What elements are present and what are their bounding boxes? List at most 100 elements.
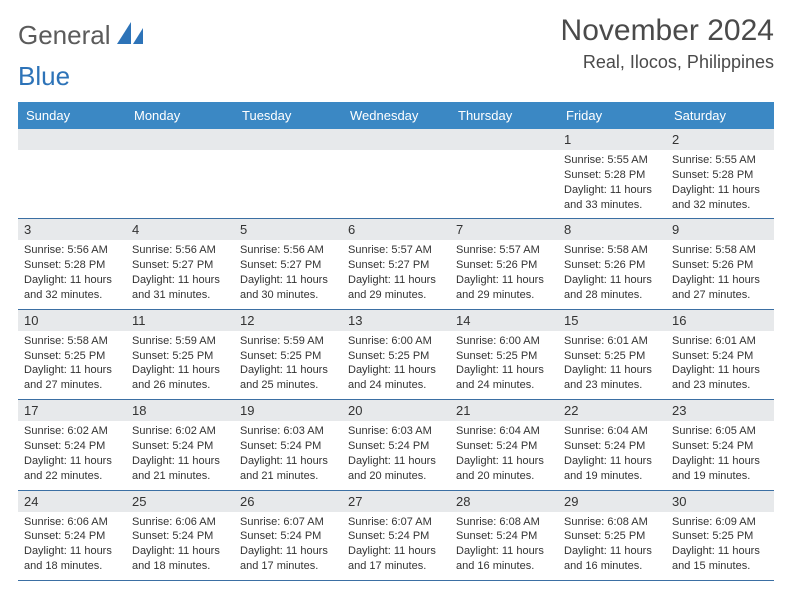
- location-subtitle: Real, Ilocos, Philippines: [561, 52, 774, 73]
- sunset-text: Sunset: 5:24 PM: [348, 529, 444, 544]
- sunrise-text: Sunrise: 6:07 AM: [240, 515, 336, 530]
- sunrise-text: Sunrise: 6:06 AM: [132, 515, 228, 530]
- day-number: 16: [666, 310, 774, 331]
- sunrise-text: Sunrise: 6:03 AM: [348, 424, 444, 439]
- day-number: 4: [126, 219, 234, 240]
- daylight-text: Daylight: 11 hours and 20 minutes.: [348, 454, 444, 484]
- sunset-text: Sunset: 5:24 PM: [240, 439, 336, 454]
- day-body: Sunrise: 5:58 AMSunset: 5:25 PMDaylight:…: [18, 331, 126, 399]
- day-number: 29: [558, 491, 666, 512]
- day-body: Sunrise: 6:07 AMSunset: 5:24 PMDaylight:…: [342, 512, 450, 580]
- sunset-text: Sunset: 5:25 PM: [240, 349, 336, 364]
- day-cell: [342, 129, 450, 219]
- day-number: [450, 129, 558, 150]
- daylight-text: Daylight: 11 hours and 24 minutes.: [348, 363, 444, 393]
- daylight-text: Daylight: 11 hours and 16 minutes.: [564, 544, 660, 574]
- day-cell: 26Sunrise: 6:07 AMSunset: 5:24 PMDayligh…: [234, 490, 342, 580]
- sunset-text: Sunset: 5:24 PM: [24, 529, 120, 544]
- daylight-text: Daylight: 11 hours and 18 minutes.: [132, 544, 228, 574]
- sunrise-text: Sunrise: 5:56 AM: [132, 243, 228, 258]
- day-number: 26: [234, 491, 342, 512]
- day-body: Sunrise: 5:55 AMSunset: 5:28 PMDaylight:…: [558, 150, 666, 218]
- sunset-text: Sunset: 5:24 PM: [240, 529, 336, 544]
- sunset-text: Sunset: 5:27 PM: [240, 258, 336, 273]
- dow-saturday: Saturday: [666, 102, 774, 129]
- day-body: Sunrise: 6:03 AMSunset: 5:24 PMDaylight:…: [342, 421, 450, 489]
- day-number: [18, 129, 126, 150]
- sunset-text: Sunset: 5:27 PM: [132, 258, 228, 273]
- sunrise-text: Sunrise: 6:03 AM: [240, 424, 336, 439]
- day-body: Sunrise: 6:09 AMSunset: 5:25 PMDaylight:…: [666, 512, 774, 580]
- day-number: 3: [18, 219, 126, 240]
- day-cell: 23Sunrise: 6:05 AMSunset: 5:24 PMDayligh…: [666, 400, 774, 490]
- calendar-week-row: 1Sunrise: 5:55 AMSunset: 5:28 PMDaylight…: [18, 129, 774, 219]
- sunset-text: Sunset: 5:25 PM: [564, 349, 660, 364]
- dow-thursday: Thursday: [450, 102, 558, 129]
- sunrise-text: Sunrise: 5:55 AM: [564, 153, 660, 168]
- day-number: 27: [342, 491, 450, 512]
- day-number: [234, 129, 342, 150]
- day-number: 8: [558, 219, 666, 240]
- day-cell: 30Sunrise: 6:09 AMSunset: 5:25 PMDayligh…: [666, 490, 774, 580]
- month-year-title: November 2024: [561, 14, 774, 48]
- sunrise-text: Sunrise: 5:56 AM: [240, 243, 336, 258]
- day-body: [342, 150, 450, 210]
- day-cell: 9Sunrise: 5:58 AMSunset: 5:26 PMDaylight…: [666, 219, 774, 309]
- daylight-text: Daylight: 11 hours and 30 minutes.: [240, 273, 336, 303]
- day-number: 22: [558, 400, 666, 421]
- day-body: Sunrise: 6:06 AMSunset: 5:24 PMDaylight:…: [18, 512, 126, 580]
- day-number: 24: [18, 491, 126, 512]
- day-number: 28: [450, 491, 558, 512]
- day-body: Sunrise: 6:07 AMSunset: 5:24 PMDaylight:…: [234, 512, 342, 580]
- day-cell: 14Sunrise: 6:00 AMSunset: 5:25 PMDayligh…: [450, 309, 558, 399]
- daylight-text: Daylight: 11 hours and 22 minutes.: [24, 454, 120, 484]
- day-number: 23: [666, 400, 774, 421]
- day-number: 11: [126, 310, 234, 331]
- day-body: Sunrise: 5:58 AMSunset: 5:26 PMDaylight:…: [666, 240, 774, 308]
- sunset-text: Sunset: 5:28 PM: [564, 168, 660, 183]
- sunrise-text: Sunrise: 6:04 AM: [564, 424, 660, 439]
- day-cell: 12Sunrise: 5:59 AMSunset: 5:25 PMDayligh…: [234, 309, 342, 399]
- brand-logo: General: [18, 14, 145, 51]
- daylight-text: Daylight: 11 hours and 23 minutes.: [672, 363, 768, 393]
- sunset-text: Sunset: 5:24 PM: [132, 529, 228, 544]
- day-body: Sunrise: 5:56 AMSunset: 5:27 PMDaylight:…: [234, 240, 342, 308]
- day-cell: [234, 129, 342, 219]
- sunrise-text: Sunrise: 5:56 AM: [24, 243, 120, 258]
- calendar-table: Sunday Monday Tuesday Wednesday Thursday…: [18, 102, 774, 581]
- sunrise-text: Sunrise: 6:01 AM: [564, 334, 660, 349]
- sunset-text: Sunset: 5:24 PM: [132, 439, 228, 454]
- daylight-text: Daylight: 11 hours and 19 minutes.: [564, 454, 660, 484]
- sunset-text: Sunset: 5:24 PM: [348, 439, 444, 454]
- day-cell: [126, 129, 234, 219]
- daylight-text: Daylight: 11 hours and 29 minutes.: [456, 273, 552, 303]
- day-body: Sunrise: 6:04 AMSunset: 5:24 PMDaylight:…: [450, 421, 558, 489]
- day-body: Sunrise: 5:59 AMSunset: 5:25 PMDaylight:…: [126, 331, 234, 399]
- sunrise-text: Sunrise: 6:08 AM: [456, 515, 552, 530]
- calendar-week-row: 24Sunrise: 6:06 AMSunset: 5:24 PMDayligh…: [18, 490, 774, 580]
- day-body: Sunrise: 5:59 AMSunset: 5:25 PMDaylight:…: [234, 331, 342, 399]
- daylight-text: Daylight: 11 hours and 16 minutes.: [456, 544, 552, 574]
- day-body: Sunrise: 5:57 AMSunset: 5:27 PMDaylight:…: [342, 240, 450, 308]
- daylight-text: Daylight: 11 hours and 24 minutes.: [456, 363, 552, 393]
- sunset-text: Sunset: 5:24 PM: [672, 349, 768, 364]
- day-cell: 20Sunrise: 6:03 AMSunset: 5:24 PMDayligh…: [342, 400, 450, 490]
- day-body: Sunrise: 6:00 AMSunset: 5:25 PMDaylight:…: [342, 331, 450, 399]
- day-body: [126, 150, 234, 210]
- sunset-text: Sunset: 5:25 PM: [456, 349, 552, 364]
- day-cell: 3Sunrise: 5:56 AMSunset: 5:28 PMDaylight…: [18, 219, 126, 309]
- day-number: 7: [450, 219, 558, 240]
- day-cell: 27Sunrise: 6:07 AMSunset: 5:24 PMDayligh…: [342, 490, 450, 580]
- sunrise-text: Sunrise: 6:02 AM: [24, 424, 120, 439]
- day-number: 20: [342, 400, 450, 421]
- day-number: 9: [666, 219, 774, 240]
- day-body: Sunrise: 6:00 AMSunset: 5:25 PMDaylight:…: [450, 331, 558, 399]
- sunset-text: Sunset: 5:24 PM: [456, 439, 552, 454]
- day-number: 25: [126, 491, 234, 512]
- day-body: Sunrise: 6:02 AMSunset: 5:24 PMDaylight:…: [18, 421, 126, 489]
- dow-monday: Monday: [126, 102, 234, 129]
- daylight-text: Daylight: 11 hours and 21 minutes.: [132, 454, 228, 484]
- day-number: 5: [234, 219, 342, 240]
- day-cell: 10Sunrise: 5:58 AMSunset: 5:25 PMDayligh…: [18, 309, 126, 399]
- day-cell: 8Sunrise: 5:58 AMSunset: 5:26 PMDaylight…: [558, 219, 666, 309]
